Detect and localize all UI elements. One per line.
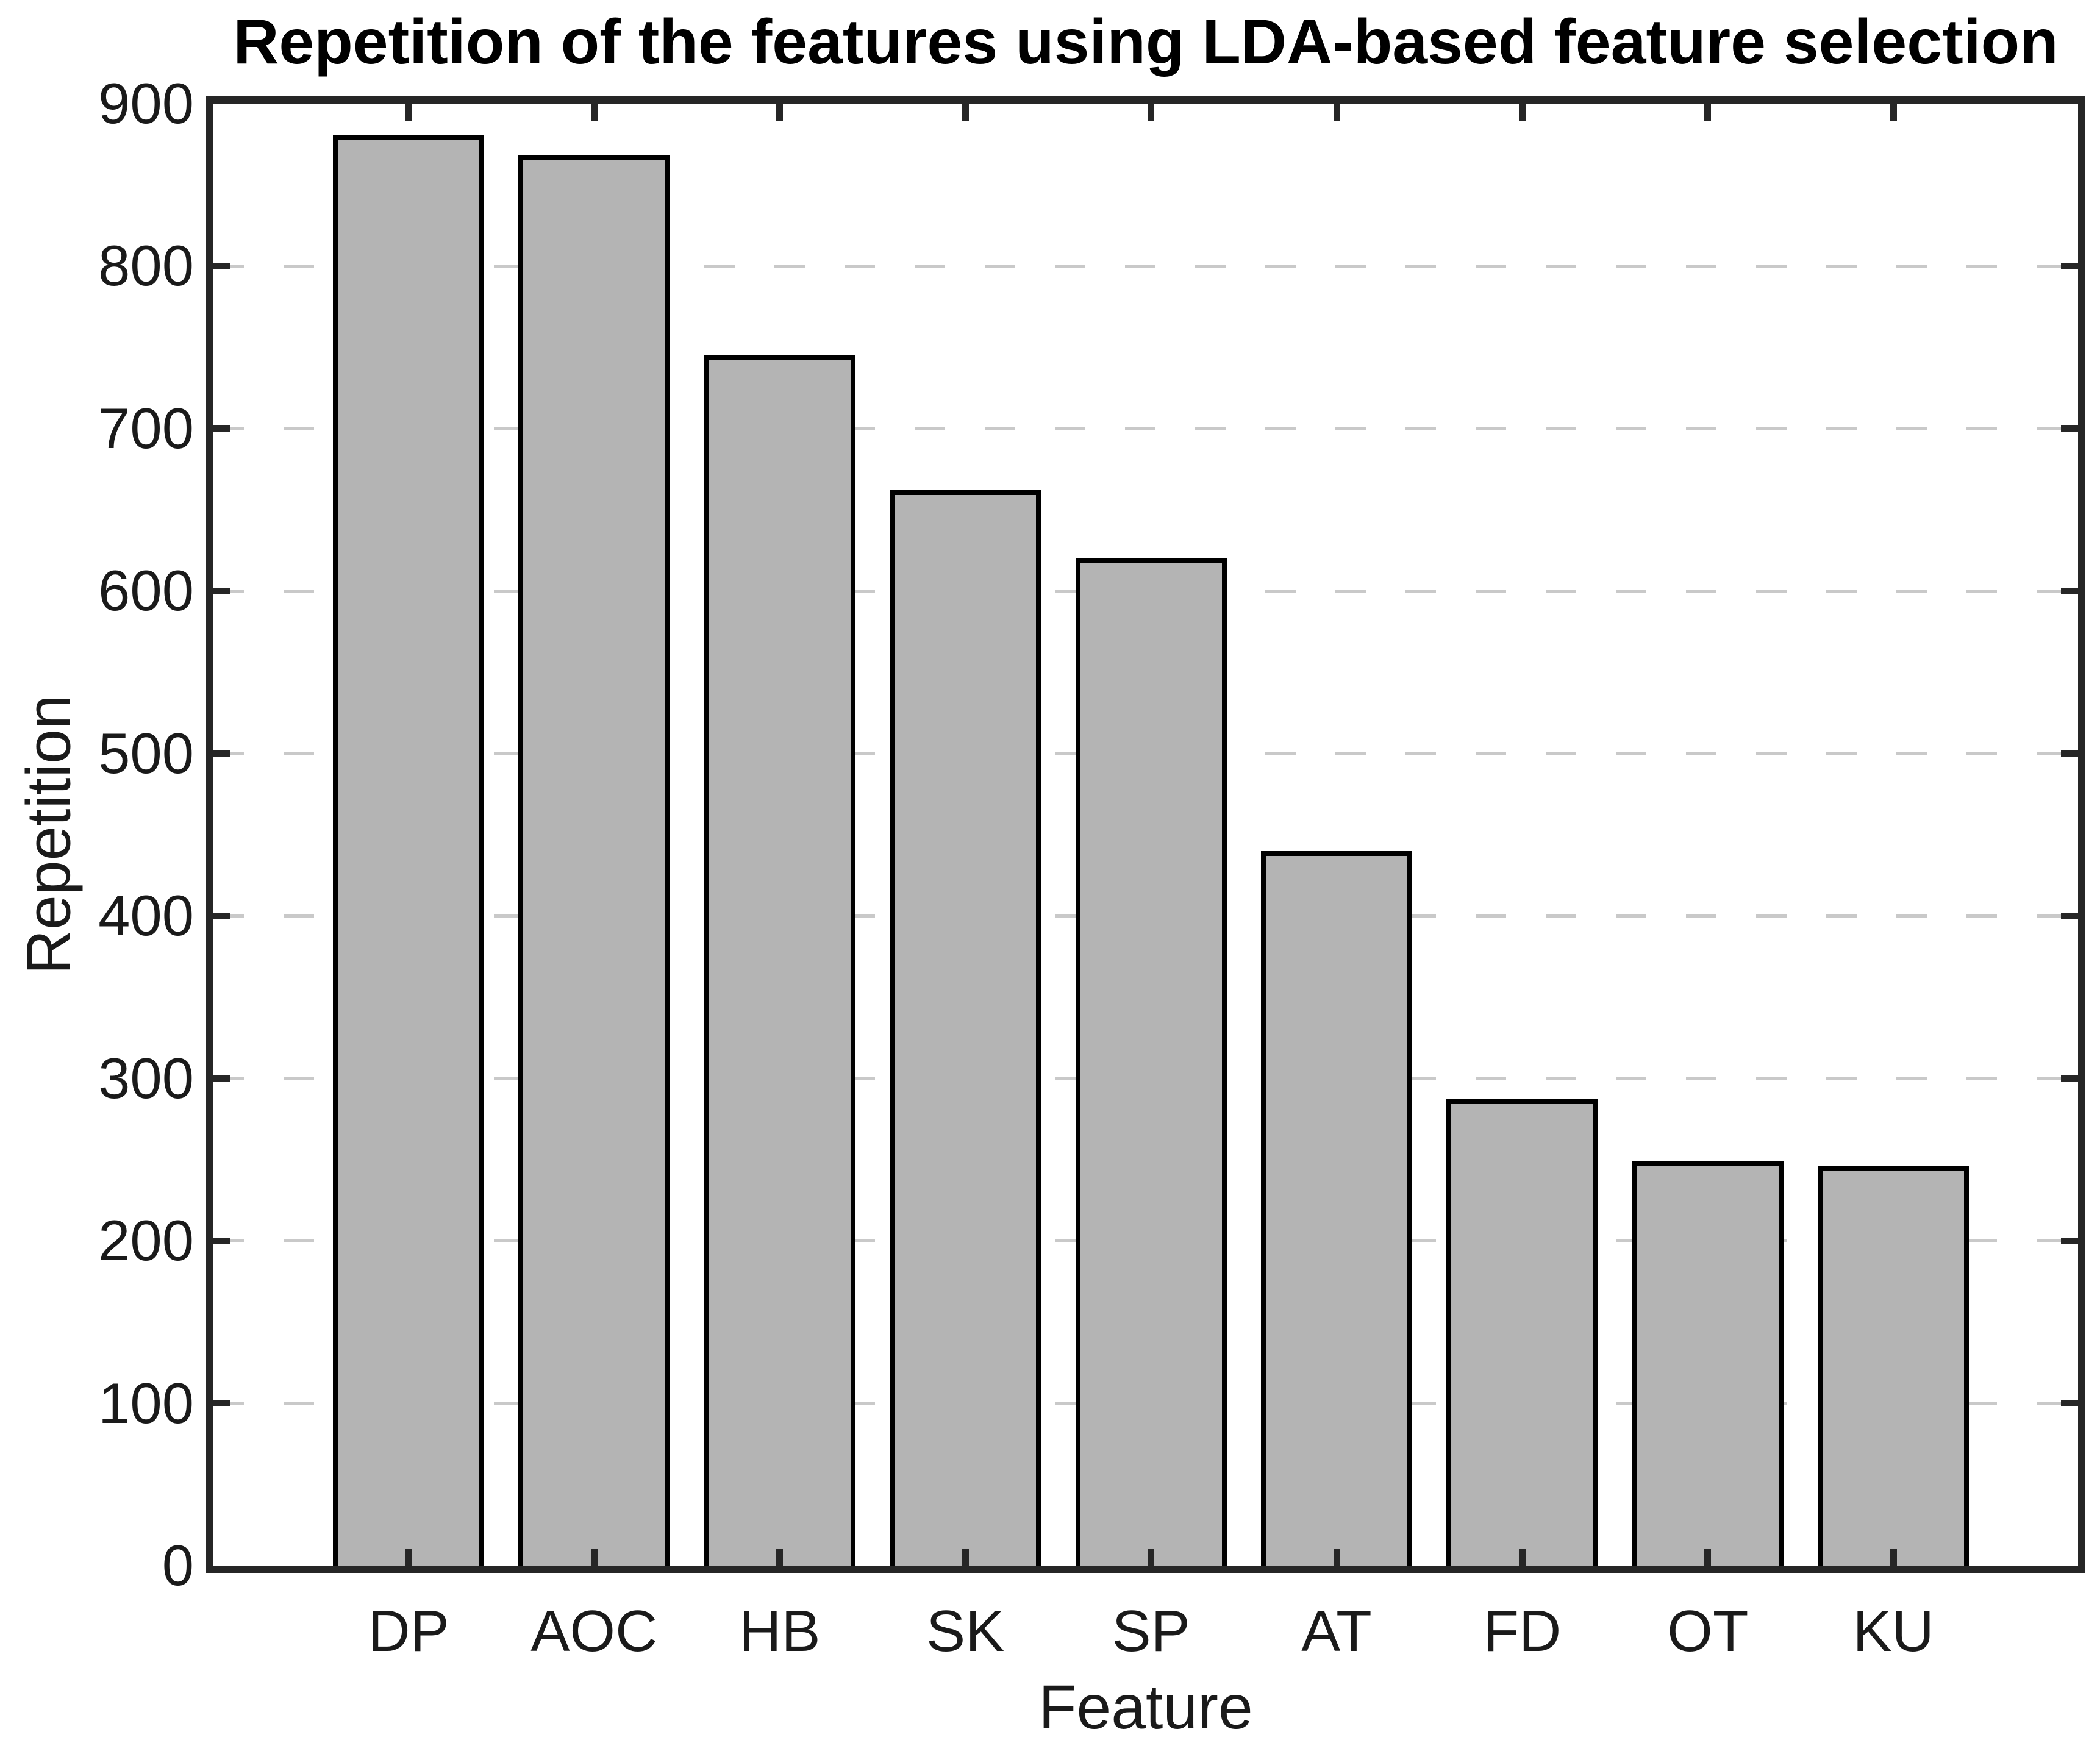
x-axis-label: Feature [1038,1672,1253,1742]
plot-area [206,96,2085,1573]
x-tick-label-KU: KU [1852,1599,1934,1664]
y-tick-label-700: 700 [98,396,194,460]
y-tick-left-100 [213,1400,230,1407]
x-tick-top-SK [962,104,969,121]
y-tick-label-800: 800 [98,234,194,298]
y-axis-label: Repetition [13,694,84,975]
bar-FD [1446,1099,1598,1566]
x-tick-bottom-DP [405,1549,412,1566]
y-tick-left-700 [213,425,230,432]
x-tick-bottom-OT [1704,1549,1712,1566]
y-tick-left-500 [213,750,230,757]
bar-AOC [518,155,670,1566]
y-tick-label-400: 400 [98,883,194,948]
bar-OT [1632,1161,1784,1566]
x-tick-bottom-SP [1148,1549,1155,1566]
x-tick-label-OT: OT [1667,1599,1749,1664]
bar-KU [1818,1166,1970,1566]
y-tick-label-300: 300 [98,1046,194,1110]
y-tick-label-600: 600 [98,558,194,623]
chart-title: Repetition of the features using LDA-bas… [233,7,2059,77]
x-tick-top-DP [405,104,412,121]
x-tick-bottom-HB [776,1549,784,1566]
x-tick-label-DP: DP [368,1599,449,1664]
x-tick-top-HB [776,104,784,121]
x-tick-label-AT: AT [1301,1599,1372,1664]
y-tick-right-800 [2061,262,2078,269]
y-tick-right-400 [2061,912,2078,919]
x-tick-bottom-KU [1890,1549,1897,1566]
x-tick-label-HB: HB [739,1599,821,1664]
x-tick-top-OT [1704,104,1712,121]
y-tick-label-900: 900 [98,71,194,135]
y-tick-left-600 [213,587,230,594]
bar-AT [1261,850,1412,1566]
y-tick-right-500 [2061,750,2078,757]
y-tick-right-200 [2061,1237,2078,1244]
bar-SK [890,490,1041,1566]
y-tick-left-400 [213,912,230,919]
x-tick-label-AOC: AOC [530,1599,658,1664]
y-tick-left-200 [213,1237,230,1244]
x-tick-top-KU [1890,104,1897,121]
x-tick-top-AT [1333,104,1340,121]
gridline-y700 [213,427,2078,430]
y-tick-right-600 [2061,587,2078,594]
x-tick-top-AOC [590,104,598,121]
y-tick-right-100 [2061,1400,2078,1407]
x-tick-bottom-SK [962,1549,969,1566]
y-tick-label-0: 0 [162,1533,194,1597]
bar-HB [704,355,855,1566]
x-tick-bottom-AOC [590,1549,598,1566]
y-tick-label-200: 200 [98,1208,194,1273]
gridline-y800 [213,265,2078,268]
x-tick-label-SP: SP [1112,1599,1190,1664]
y-tick-right-700 [2061,425,2078,432]
y-tick-label-100: 100 [98,1371,194,1435]
bar-SP [1075,558,1227,1566]
x-tick-bottom-AT [1333,1549,1340,1566]
y-tick-label-500: 500 [98,721,194,785]
y-tick-left-300 [213,1075,230,1082]
bar-DP [333,134,484,1566]
y-tick-left-800 [213,262,230,269]
x-tick-top-FD [1518,104,1526,121]
x-tick-bottom-FD [1518,1549,1526,1566]
y-tick-right-300 [2061,1075,2078,1082]
x-tick-label-SK: SK [926,1599,1005,1664]
x-tick-top-SP [1148,104,1155,121]
x-tick-label-FD: FD [1483,1599,1562,1664]
